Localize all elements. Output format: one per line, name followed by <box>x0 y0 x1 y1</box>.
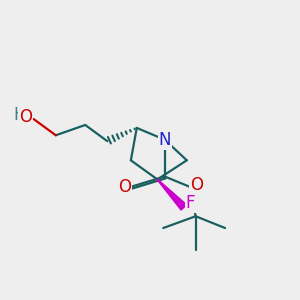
Text: O: O <box>190 176 203 194</box>
Text: O: O <box>118 178 131 196</box>
Text: F: F <box>186 194 195 212</box>
Polygon shape <box>157 179 187 210</box>
Text: H: H <box>14 106 26 124</box>
Text: O: O <box>19 108 32 126</box>
Text: N: N <box>158 131 171 149</box>
